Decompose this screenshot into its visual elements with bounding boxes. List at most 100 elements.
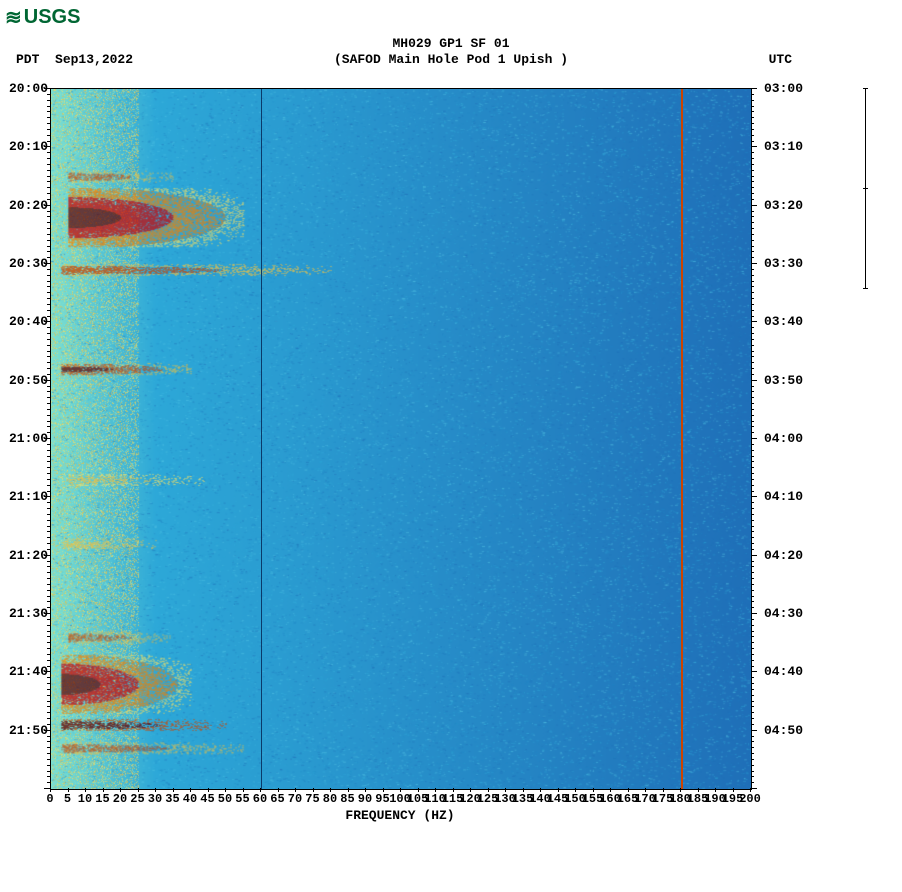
y-tick-mark bbox=[47, 409, 50, 410]
y-tick-mark bbox=[47, 531, 50, 532]
y-tick-mark bbox=[751, 286, 754, 287]
x-tick-mark bbox=[225, 788, 226, 792]
y-tick-mark bbox=[751, 666, 754, 667]
y-tick-mark bbox=[47, 333, 50, 334]
y-tick-mark bbox=[47, 771, 50, 772]
y-tick-mark bbox=[751, 741, 754, 742]
y-tick-mark bbox=[751, 706, 754, 707]
x-tick-mark bbox=[628, 788, 629, 792]
y-tick-mark bbox=[751, 759, 754, 760]
y-tick-mark bbox=[44, 263, 50, 264]
y-tick-mark bbox=[751, 228, 754, 229]
y-tick-mark bbox=[751, 409, 754, 410]
y-tick-mark bbox=[751, 456, 754, 457]
y-tick-mark bbox=[751, 94, 754, 95]
y-tick-mark bbox=[47, 386, 50, 387]
y-tick-mark bbox=[47, 450, 50, 451]
x-tick-mark bbox=[348, 788, 349, 792]
x-tick-mark bbox=[208, 788, 209, 792]
y-tick-mark bbox=[751, 374, 754, 375]
y-tick-mark bbox=[751, 590, 754, 591]
x-tick-label: 65 bbox=[270, 792, 284, 806]
y-tick-mark bbox=[47, 520, 50, 521]
y-tick-mark bbox=[751, 555, 757, 556]
y-tick-mark bbox=[751, 211, 754, 212]
x-tick-mark bbox=[488, 788, 489, 792]
y-tick-mark bbox=[47, 251, 50, 252]
y-tick-mark bbox=[751, 543, 754, 544]
y-tick-mark bbox=[47, 100, 50, 101]
y-tick-mark bbox=[751, 351, 754, 352]
y-tick-mark bbox=[47, 356, 50, 357]
y-tick-mark bbox=[751, 689, 754, 690]
y-right-tick-label: 04:40 bbox=[764, 664, 803, 679]
y-tick-mark bbox=[751, 514, 754, 515]
x-tick-mark bbox=[103, 788, 104, 792]
y-left-tick-label: 21:20 bbox=[4, 548, 48, 563]
x-tick-mark bbox=[68, 788, 69, 792]
x-tick-mark bbox=[120, 788, 121, 792]
y-left-tick-label: 21:00 bbox=[4, 431, 48, 446]
y-tick-mark bbox=[47, 479, 50, 480]
x-tick-mark bbox=[155, 788, 156, 792]
y-tick-mark bbox=[751, 788, 757, 789]
y-tick-mark bbox=[751, 380, 757, 381]
y-tick-mark bbox=[47, 152, 50, 153]
y-tick-mark bbox=[751, 199, 754, 200]
y-tick-mark bbox=[47, 485, 50, 486]
y-tick-mark bbox=[751, 695, 754, 696]
y-tick-mark bbox=[751, 677, 754, 678]
x-tick-mark bbox=[418, 788, 419, 792]
x-tick-label: 75 bbox=[305, 792, 319, 806]
y-tick-mark bbox=[44, 555, 50, 556]
y-tick-mark bbox=[47, 292, 50, 293]
x-tick-mark bbox=[383, 788, 384, 792]
y-tick-mark bbox=[47, 625, 50, 626]
y-tick-mark bbox=[751, 141, 754, 142]
y-tick-mark bbox=[751, 596, 754, 597]
y-tick-mark bbox=[751, 724, 754, 725]
y-tick-mark bbox=[47, 158, 50, 159]
y-tick-mark bbox=[751, 566, 754, 567]
y-tick-mark bbox=[751, 263, 757, 264]
y-tick-mark bbox=[751, 776, 754, 777]
y-tick-mark bbox=[751, 578, 754, 579]
y-tick-mark bbox=[751, 730, 757, 731]
y-tick-mark bbox=[751, 275, 754, 276]
y-tick-mark bbox=[47, 636, 50, 637]
y-tick-mark bbox=[751, 246, 754, 247]
x-tick-label: 95 bbox=[375, 792, 389, 806]
y-tick-mark bbox=[751, 304, 754, 305]
y-tick-mark bbox=[47, 759, 50, 760]
y-tick-mark bbox=[47, 718, 50, 719]
y-tick-mark bbox=[47, 129, 50, 130]
y-tick-mark bbox=[751, 508, 754, 509]
y-right-tick-label: 03:30 bbox=[764, 256, 803, 271]
x-tick-mark bbox=[400, 788, 401, 792]
x-tick-label: 85 bbox=[340, 792, 354, 806]
y-tick-mark bbox=[47, 753, 50, 754]
y-tick-mark bbox=[47, 193, 50, 194]
x-tick-label: 50 bbox=[218, 792, 232, 806]
y-tick-mark bbox=[751, 718, 754, 719]
y-tick-mark bbox=[751, 216, 754, 217]
x-tick-label: 55 bbox=[235, 792, 249, 806]
y-tick-mark bbox=[751, 642, 754, 643]
y-tick-mark bbox=[47, 689, 50, 690]
y-tick-mark bbox=[47, 467, 50, 468]
y-tick-mark bbox=[751, 771, 754, 772]
y-tick-mark bbox=[751, 234, 754, 235]
y-tick-mark bbox=[47, 607, 50, 608]
y-tick-mark bbox=[751, 561, 754, 562]
x-tick-mark bbox=[453, 788, 454, 792]
logo-wave-icon: ≋ bbox=[5, 5, 20, 30]
x-tick-label: 70 bbox=[288, 792, 302, 806]
y-tick-mark bbox=[751, 479, 754, 480]
y-tick-mark bbox=[751, 164, 754, 165]
y-right-tick-label: 04:20 bbox=[764, 548, 803, 563]
y-tick-mark bbox=[47, 269, 50, 270]
y-right-tick-label: 03:00 bbox=[764, 81, 803, 96]
y-tick-mark bbox=[751, 281, 754, 282]
y-tick-mark bbox=[47, 316, 50, 317]
y-tick-mark bbox=[47, 415, 50, 416]
